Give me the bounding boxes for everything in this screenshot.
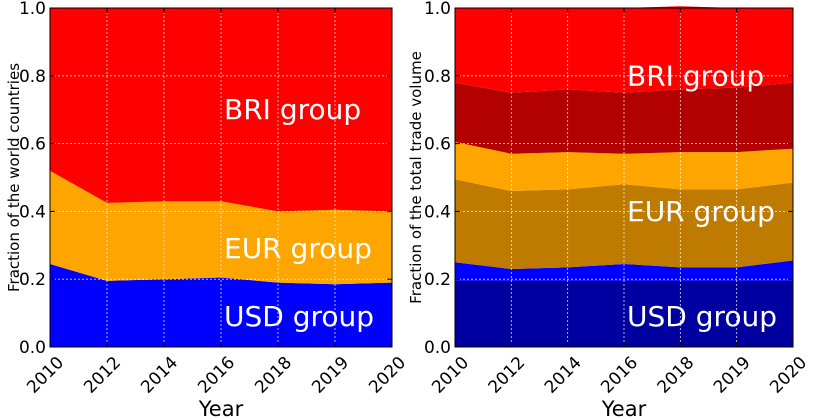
y-tick-label: 0.6 — [19, 135, 46, 155]
group-label-usd: USD group — [627, 300, 777, 333]
y-tick-label: 0.4 — [19, 202, 46, 222]
group-label-eur: EUR group — [224, 232, 372, 265]
x-tick-label: 2010 — [23, 353, 68, 398]
y-tick-label: 1.0 — [424, 0, 451, 19]
y-tick-label: 0.4 — [424, 202, 451, 222]
x-tick-label: 2020 — [365, 353, 410, 398]
y-tick-label: 1.0 — [19, 0, 46, 19]
x-tick-label: 2019 — [308, 353, 353, 398]
x-tick-label: 2014 — [137, 353, 182, 398]
group-label-usd: USD group — [224, 300, 374, 333]
y-tick-label: 0.8 — [424, 67, 451, 87]
y-axis-label: Fraction of the total trade volume — [407, 51, 425, 304]
x-tick-label: 2014 — [541, 353, 586, 398]
group-label-eur: EUR group — [627, 195, 775, 228]
x-tick-label: 2012 — [485, 353, 530, 398]
x-tick-label: 2012 — [80, 353, 125, 398]
y-tick-label: 0.0 — [424, 338, 451, 358]
group-label-bri: BRI group — [224, 93, 361, 126]
y-tick-label: 0.8 — [19, 67, 46, 87]
x-axis-label: Year — [601, 397, 647, 419]
area-eur-group — [50, 170, 392, 285]
area-usd-group-outer — [455, 260, 793, 281]
x-tick-label: 2010 — [428, 353, 473, 398]
group-label-bri: BRI group — [627, 59, 764, 92]
x-tick-label: 2019 — [710, 353, 755, 398]
y-tick-label: 0.0 — [19, 338, 46, 358]
area-eur-group-outer — [455, 141, 793, 192]
y-tick-label: 0.6 — [424, 135, 451, 155]
y-axis-label: Fraction of the world countries — [5, 63, 23, 292]
chart-left: 0.0 0.2 0.4 0.6 0.8 1.0 2010 2012 2014 2016 2018 20… — [5, 0, 410, 419]
x-tick-label: 2018 — [654, 353, 699, 398]
x-tick-label: 2020 — [766, 353, 811, 398]
area-bri-group-inner — [455, 82, 793, 154]
x-tick-label: 2018 — [251, 353, 296, 398]
x-tick-label: 2016 — [194, 353, 239, 398]
x-tick-label: 2016 — [597, 353, 642, 398]
y-tick-label: 0.2 — [19, 270, 46, 290]
x-axis-label: Year — [198, 397, 244, 419]
y-tick-label: 0.2 — [424, 270, 451, 290]
